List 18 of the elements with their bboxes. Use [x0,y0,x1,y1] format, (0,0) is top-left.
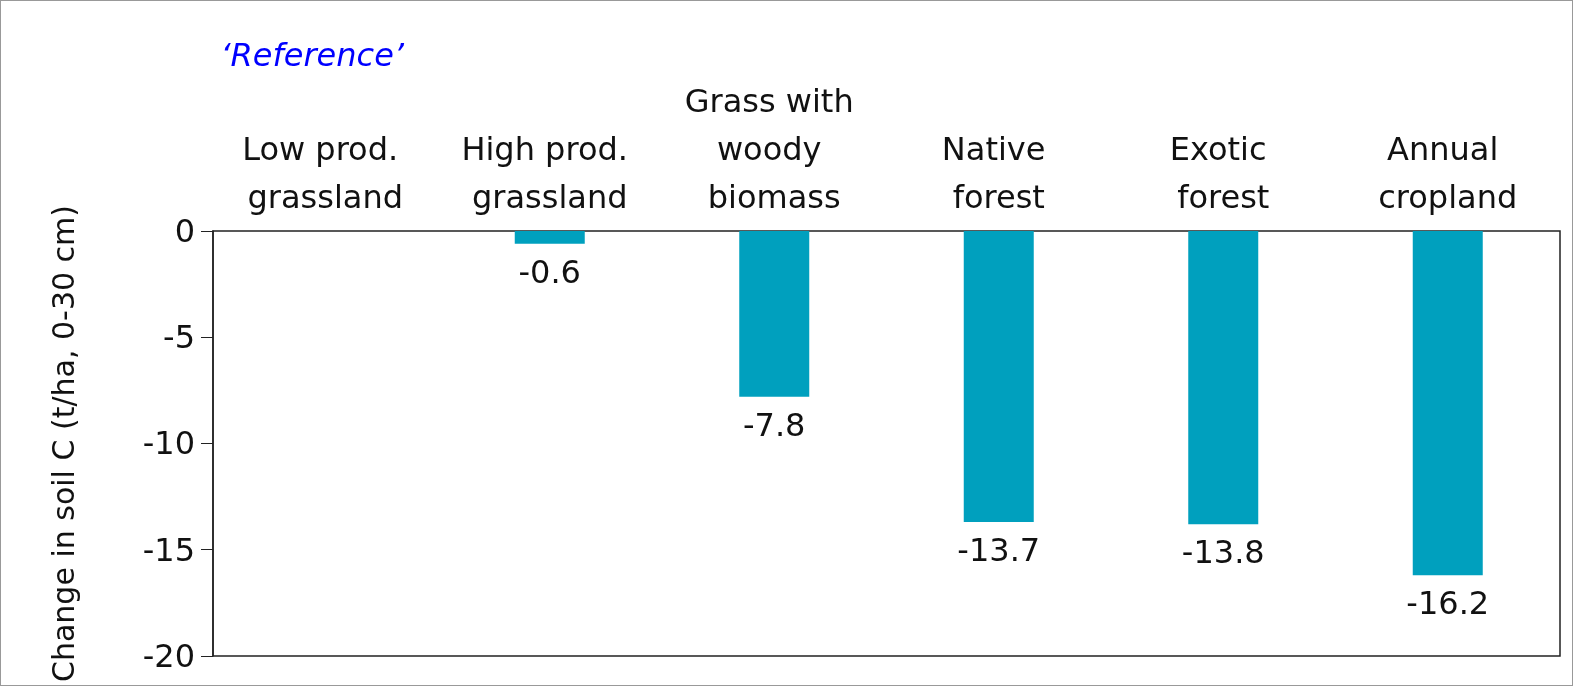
data-label: -0.6 [518,252,581,291]
y-tick-label: 0 [174,212,195,250]
x-tick-label: High prod. grassland [461,130,639,216]
x-tick-label: Annual cropland [1378,130,1518,216]
text: ‘Reference’ [220,36,405,74]
x-tick-label: Native forest [941,130,1056,216]
x-tick-label: Exotic forest [1169,130,1277,216]
data-label: -13.8 [1181,533,1265,572]
x-tick-label: Grass with woody biomass [684,82,864,216]
data-label: -7.8 [743,405,806,444]
y-tick-label: -10 [142,424,195,463]
x-tick-label: Low prod. grassland [242,130,409,216]
y-tick-label: -15 [142,530,195,569]
data-label: -16.2 [1406,584,1490,623]
y-tick-label: -5 [163,318,195,357]
y-axis-title: Change in soil C (t/ha, 0-30 cm) [45,204,81,682]
y-tick-label: -20 [142,636,195,675]
data-label: -13.7 [957,531,1041,570]
